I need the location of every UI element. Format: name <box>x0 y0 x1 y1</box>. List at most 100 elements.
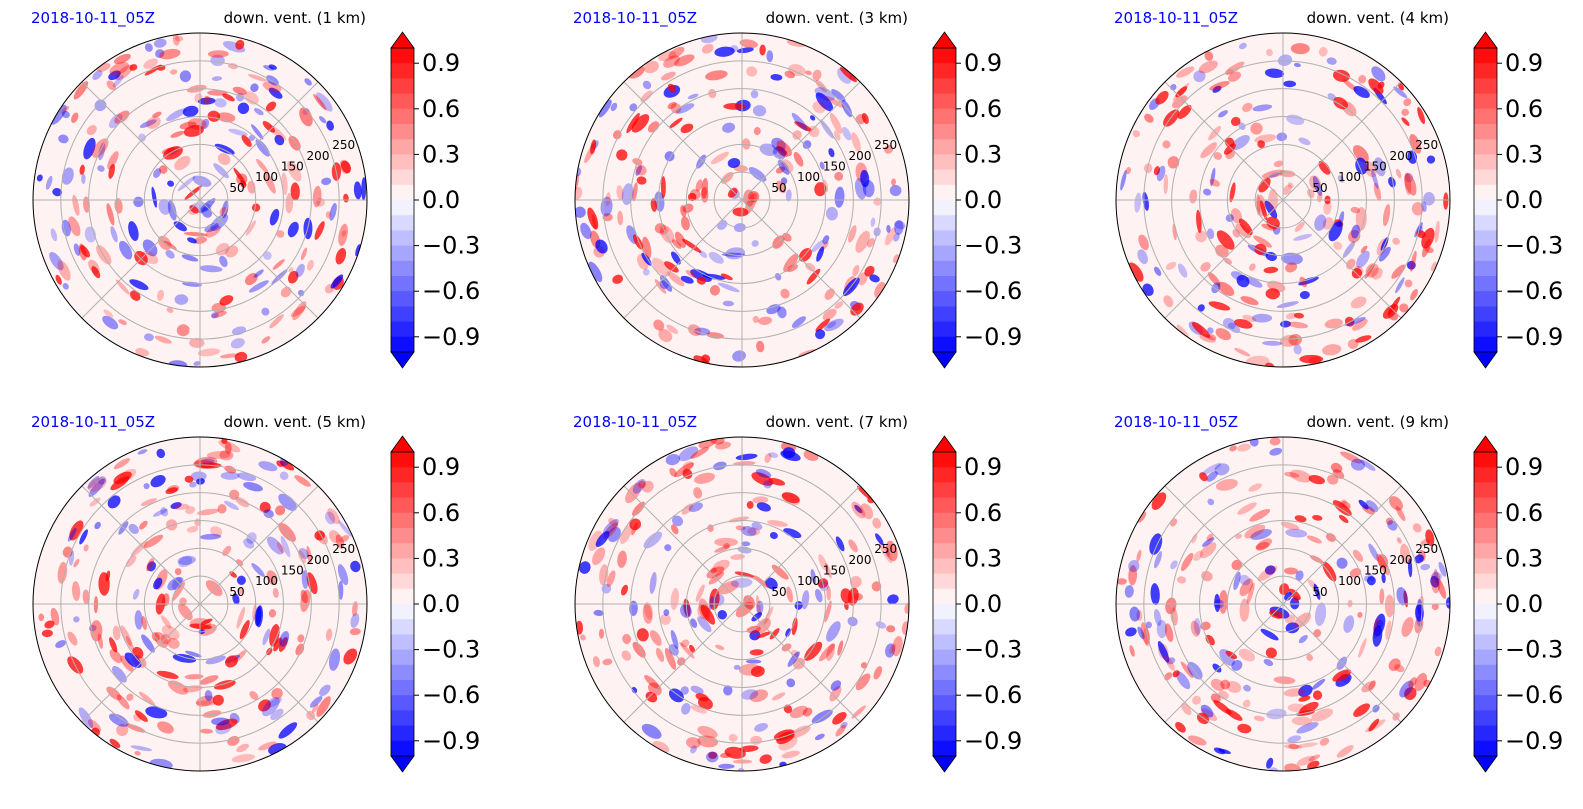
colorbar-tick-label: 0.9 <box>964 49 1002 77</box>
field-blob <box>1284 471 1300 478</box>
field-blob <box>262 628 271 646</box>
field-blob <box>166 307 174 313</box>
field-blob <box>350 612 360 628</box>
field-blob <box>1355 335 1372 343</box>
field-blob <box>680 275 694 284</box>
field-blob <box>271 687 283 699</box>
field-blob <box>776 145 788 157</box>
field-blob <box>1298 684 1313 697</box>
field-blob <box>244 91 259 105</box>
field-blob <box>1291 716 1313 726</box>
field-blob <box>1252 104 1273 112</box>
field-blob <box>1376 553 1390 576</box>
field-blob <box>697 616 712 633</box>
field-blob <box>1319 737 1330 746</box>
field-blob <box>1269 447 1283 456</box>
field-blob <box>892 636 903 657</box>
radial-tick-label: 250 <box>332 542 355 556</box>
colorbar-band <box>391 604 414 620</box>
field-blob <box>274 134 285 146</box>
field-blob <box>1195 230 1207 243</box>
field-blob <box>1235 223 1252 239</box>
field-blob <box>894 220 906 230</box>
field-blob <box>683 598 691 618</box>
field-blob <box>770 74 783 81</box>
field-blob <box>588 530 603 551</box>
field-blob <box>256 158 269 174</box>
colorbar-band <box>1474 740 1497 757</box>
field-blob <box>1180 661 1194 678</box>
field-blob <box>1273 160 1284 168</box>
field-blob <box>1368 543 1379 561</box>
colorbar-band <box>933 558 956 575</box>
field-blob <box>715 441 732 450</box>
colorbar-band <box>933 124 956 140</box>
field-blob <box>287 161 302 182</box>
field-blob <box>170 69 178 75</box>
field-blob <box>330 274 344 289</box>
angular-grid-line <box>199 81 319 201</box>
field-blob <box>295 643 305 656</box>
field-blob <box>155 49 165 58</box>
field-blob <box>89 497 101 507</box>
colorbar-band <box>391 48 414 64</box>
field-blob <box>1424 246 1434 254</box>
field-blob <box>1207 272 1221 286</box>
field-blob <box>140 498 157 506</box>
colorbar-band <box>933 200 956 216</box>
field-blob <box>1381 573 1386 584</box>
field-blob <box>172 34 180 46</box>
field-blob <box>1127 262 1144 282</box>
field-blob <box>816 246 825 262</box>
field-blob <box>717 282 740 293</box>
colorbar-tick-label: −0.9 <box>1505 323 1563 351</box>
field-blob <box>789 705 808 719</box>
field-blob <box>1312 514 1323 521</box>
field-blob <box>165 487 178 494</box>
colorbar-tick-label: −0.3 <box>1505 232 1563 260</box>
field-blob <box>73 81 89 100</box>
field-blob <box>655 647 665 662</box>
colorbar-band <box>391 169 414 186</box>
colorbar-tick-label: 0.6 <box>422 499 460 527</box>
field-blob <box>1326 57 1337 65</box>
field-blob <box>1137 626 1145 640</box>
field-blob <box>1207 498 1215 506</box>
field-blob <box>1288 334 1302 346</box>
field-blob <box>184 674 204 680</box>
angular-grid-line <box>1282 199 1402 319</box>
field-blob <box>681 503 694 515</box>
field-blob <box>1293 344 1302 355</box>
radial-tick-label: 150 <box>281 160 304 174</box>
panel-6: 2018-10-11_05Z down. vent. (9 km) 50 100150… <box>1114 413 1563 773</box>
field-blob <box>1230 208 1242 224</box>
colorbar-band <box>391 336 414 353</box>
field-blob <box>747 527 761 536</box>
field-blob <box>1257 565 1278 582</box>
field-blob <box>723 543 730 550</box>
field-blob <box>335 248 347 265</box>
field-blob <box>818 554 828 571</box>
field-blob <box>701 43 714 54</box>
field-blob <box>690 269 712 282</box>
field-blob <box>769 628 780 640</box>
field-blob <box>1306 535 1322 544</box>
field-blob <box>1232 228 1240 238</box>
field-blob <box>1350 458 1366 471</box>
field-blob <box>170 130 185 138</box>
colorbar-band <box>391 291 414 307</box>
colorbar-band <box>391 321 414 338</box>
field-blob <box>222 93 235 102</box>
field-blob <box>87 477 107 492</box>
field-blob <box>1404 687 1417 700</box>
field-blob <box>783 528 802 539</box>
colorbar-band <box>1474 573 1497 590</box>
colorbar-tick-label: 0.3 <box>422 544 460 572</box>
field-blob <box>1268 188 1278 213</box>
field-blob <box>654 279 667 294</box>
colorbar-band <box>391 725 414 742</box>
field-blob <box>827 321 837 329</box>
field-blob <box>1282 184 1292 195</box>
field-blob <box>1230 116 1241 126</box>
